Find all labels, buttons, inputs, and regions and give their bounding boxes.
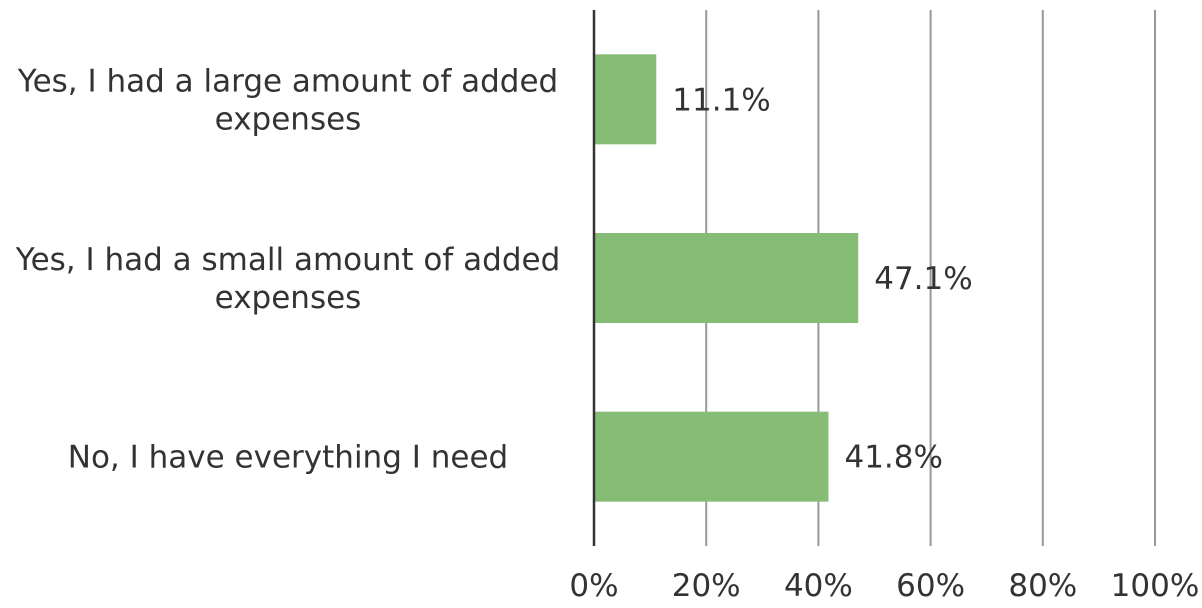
data-label-0: 11.1% bbox=[672, 82, 770, 118]
bars bbox=[594, 54, 859, 502]
category-label-2: No, I have everything I need bbox=[68, 440, 508, 476]
category-label-0: Yes, I had a large amount of added expens… bbox=[17, 63, 559, 137]
category-label-0-line-1: expenses bbox=[215, 101, 362, 137]
bar-1 bbox=[594, 233, 859, 323]
data-label-1: 47.1% bbox=[874, 261, 972, 297]
data-label-2: 41.8% bbox=[844, 440, 942, 476]
category-label-1-line-0: Yes, I had a small amount of added bbox=[15, 242, 561, 278]
labels: 0% 20% 40% 60% 80% 100% 11.1% Yes, I had a larg… bbox=[15, 63, 1200, 604]
x-tick-label-40: 40% bbox=[784, 568, 853, 604]
bar-2 bbox=[594, 411, 829, 502]
category-label-1-line-1: expenses bbox=[215, 280, 362, 316]
x-tick-label-0: 0% bbox=[569, 568, 618, 604]
x-tick-label-80: 80% bbox=[1008, 568, 1077, 604]
x-tick-label-100: 100% bbox=[1111, 568, 1200, 604]
bar-0 bbox=[594, 54, 657, 145]
category-label-2-line-0: No, I have everything I need bbox=[68, 440, 508, 476]
category-label-0-line-0: Yes, I had a large amount of added bbox=[17, 63, 559, 99]
x-tick-label-20: 20% bbox=[672, 568, 741, 604]
category-label-1: Yes, I had a small amount of added expens… bbox=[15, 242, 561, 316]
x-tick-label-60: 60% bbox=[896, 568, 965, 604]
